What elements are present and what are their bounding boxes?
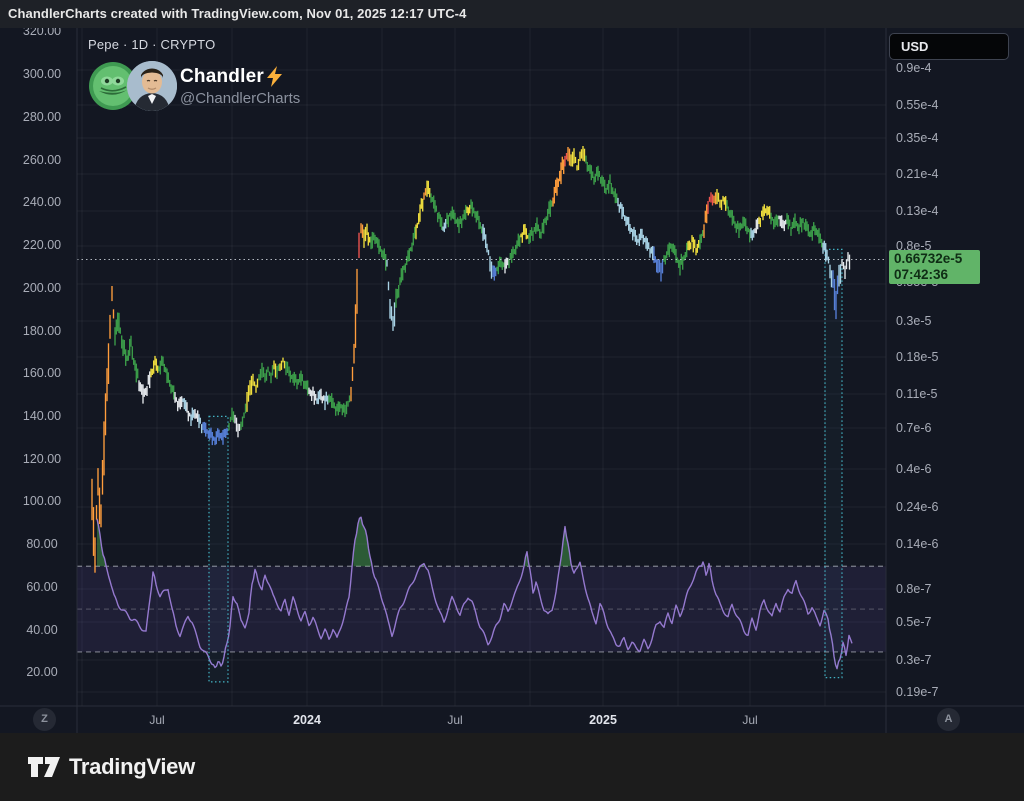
- time-axis-tick: 2024: [293, 713, 321, 727]
- highlight-box: [824, 248, 843, 679]
- right-axis-tick: 0.3e-7: [896, 653, 931, 667]
- bar-countdown: 07:42:36: [894, 267, 949, 282]
- chart-legend: Pepe · 1D · CRYPTO: [88, 37, 300, 112]
- left-axis-tick: 320.00: [23, 28, 61, 38]
- left-axis-tick: 220.00: [23, 238, 61, 252]
- left-axis-tick: 100.00: [23, 494, 61, 508]
- right-axis-tick: 0.55e-4: [896, 98, 938, 112]
- timezone-button[interactable]: Z: [33, 708, 56, 731]
- rsi-band: [77, 566, 886, 652]
- attribution-text: ChandlerCharts created with TradingView.…: [8, 6, 467, 21]
- right-axis-tick: 0.7e-6: [896, 421, 931, 435]
- author-block: Chandler @ChandlerCharts: [88, 60, 300, 112]
- lightning-bolt-icon: [266, 66, 282, 87]
- left-axis-tick: 240.00: [23, 195, 61, 209]
- time-axis-tick: Jul: [447, 713, 462, 727]
- left-axis-tick: 60.00: [26, 580, 57, 594]
- time-axis-tick: 2025: [589, 713, 617, 727]
- rsi-overbought-fill: [560, 526, 571, 567]
- right-axis-tick: 0.4e-6: [896, 462, 931, 476]
- symbol-title[interactable]: Pepe · 1D · CRYPTO: [88, 37, 216, 52]
- left-axis-tick: 40.00: [26, 623, 57, 637]
- auto-scale-button[interactable]: A: [937, 708, 960, 731]
- time-axis-tick: Jul: [149, 713, 164, 727]
- rsi-line: [96, 516, 853, 670]
- right-axis-tick: 0.18e-5: [896, 350, 938, 364]
- left-axis-tick: 300.00: [23, 67, 61, 81]
- tradingview-brand-text: TradingView: [69, 754, 195, 779]
- currency-toggle-button[interactable]: USD: [889, 33, 1009, 60]
- chart-canvas[interactable]: 320.00 300.00 280.00 260.00 240.00 220.00 200.…: [0, 28, 1024, 733]
- chart-widget[interactable]: 320.00 300.00 280.00 260.00 240.00 220.00 200.…: [0, 28, 1024, 733]
- chandler-avatar: [127, 61, 177, 111]
- left-axis-tick: 160.00: [23, 366, 61, 380]
- footer-bar: TradingView: [0, 733, 1024, 801]
- right-axis-tick: 0.11e-5: [896, 387, 938, 401]
- right-axis-tick: 0.5e-7: [896, 615, 931, 629]
- rsi-overbought-fill: [353, 517, 372, 567]
- last-price-value: 0.66732e-5: [894, 251, 963, 266]
- top-attribution-bar: ChandlerCharts created with TradingView.…: [0, 0, 1024, 28]
- tradingview-glyph-icon: [28, 757, 60, 777]
- right-axis-tick: 0.19e-7: [896, 685, 938, 699]
- left-axis-tick: 260.00: [23, 153, 61, 167]
- highlight-box: [208, 415, 229, 683]
- tradingview-logo[interactable]: TradingView: [27, 753, 195, 781]
- author-name-row: Chandler: [180, 66, 300, 88]
- right-axis-tick: 0.24e-6: [896, 500, 938, 514]
- author-name[interactable]: Chandler: [180, 65, 264, 87]
- time-axis-tick: Jul: [742, 713, 757, 727]
- right-axis-tick: 0.21e-4: [896, 167, 938, 181]
- author-meta: Chandler @ChandlerCharts: [180, 66, 300, 107]
- left-axis-tick: 80.00: [26, 537, 57, 551]
- last-price-label: 0.66732e-5 07:42:36: [889, 250, 980, 284]
- left-axis-tick: 280.00: [23, 110, 61, 124]
- right-axis-tick: 0.13e-4: [896, 204, 938, 218]
- left-axis-tick: 120.00: [23, 452, 61, 466]
- pepe-coin-icon: [89, 62, 137, 110]
- author-handle[interactable]: @ChandlerCharts: [180, 89, 301, 107]
- avatar-group: [88, 60, 177, 112]
- left-axis-tick: 180.00: [23, 324, 61, 338]
- left-axis-tick: 20.00: [26, 665, 57, 679]
- left-axis-tick: 140.00: [23, 409, 61, 423]
- right-axis-tick: 0.35e-4: [896, 131, 938, 145]
- right-axis-tick: 0.3e-5: [896, 314, 931, 328]
- right-axis-tick: 0.14e-6: [896, 537, 938, 551]
- right-axis-tick: 0.9e-4: [896, 61, 931, 75]
- left-axis-tick: 200.00: [23, 281, 61, 295]
- right-axis-tick: 0.8e-7: [896, 582, 931, 596]
- right-axis-tick: 0.8e-5: [896, 239, 931, 253]
